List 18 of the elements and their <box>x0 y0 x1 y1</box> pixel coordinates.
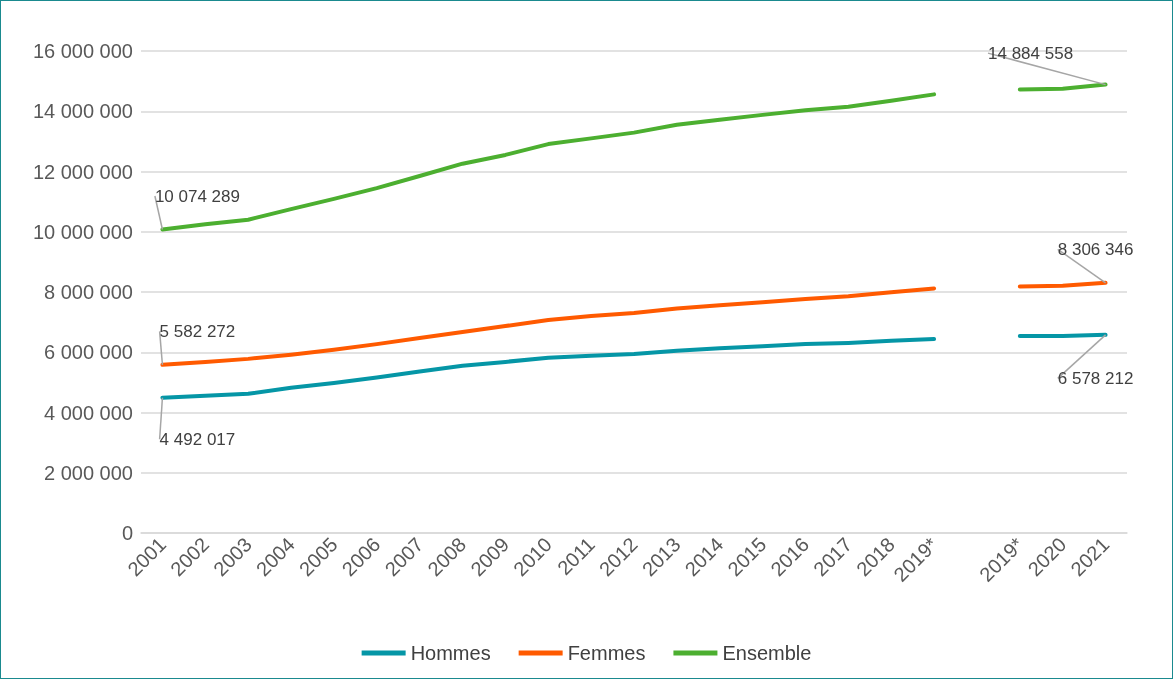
data-label: 10 074 289 <box>154 186 240 206</box>
data-label: 14 884 558 <box>988 43 1074 63</box>
legend-label: Ensemble <box>722 642 812 664</box>
data-label: 8 306 346 <box>1057 239 1134 259</box>
y-tick-label: 12 000 000 <box>32 160 133 183</box>
data-label: 5 582 272 <box>159 321 236 341</box>
legend-label: Femmes <box>567 642 646 664</box>
data-label: 6 578 212 <box>1057 368 1134 388</box>
y-tick-label: 2 000 000 <box>44 461 133 484</box>
y-tick-label: 10 000 000 <box>32 220 133 243</box>
data-label: 4 492 017 <box>159 429 236 449</box>
y-tick-label: 0 <box>121 522 133 544</box>
y-tick-label: 4 000 000 <box>44 401 133 424</box>
y-tick-label: 14 000 000 <box>32 100 133 123</box>
y-tick-label: 6 000 000 <box>44 341 133 364</box>
y-tick-label: 8 000 000 <box>44 281 133 303</box>
y-tick-label: 16 000 000 <box>32 40 133 62</box>
legend-label: Hommes <box>410 642 491 664</box>
